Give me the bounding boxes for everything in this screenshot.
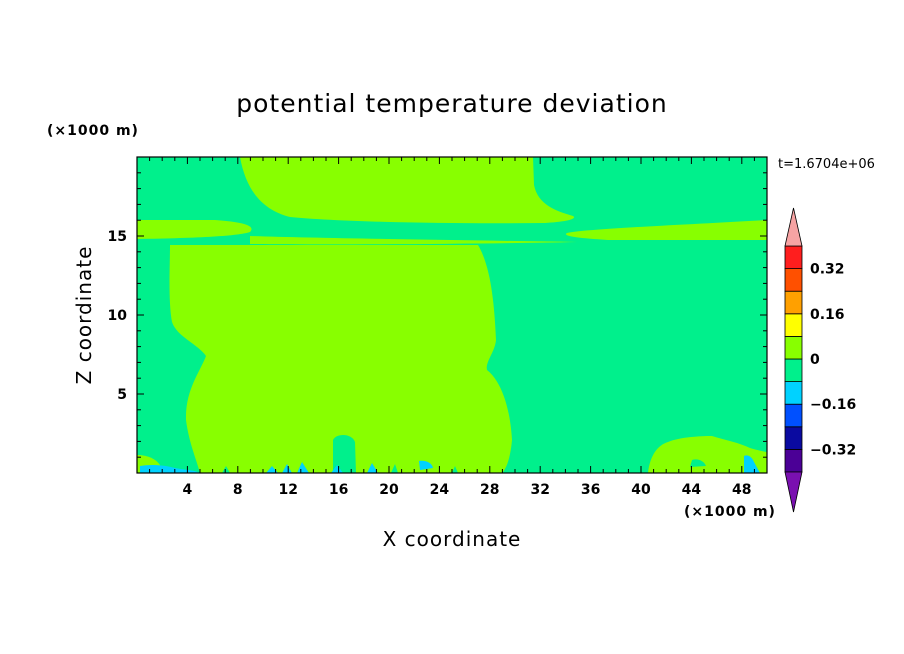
- background-speck: [690, 459, 706, 467]
- y-unit-label: (×1000 m): [47, 123, 139, 139]
- y-tick-label: 10: [108, 308, 128, 324]
- negative-patch: [282, 464, 292, 473]
- plot-area: [136, 156, 768, 474]
- contour-background-column: [333, 434, 356, 473]
- contour-positive-upper-band: [240, 157, 575, 224]
- x-tick-label: 28: [480, 482, 499, 498]
- negative-patch: [331, 465, 343, 473]
- negative-patch: [367, 463, 378, 473]
- x-tick-label: 48: [732, 482, 751, 498]
- y-tick-label: 5: [117, 387, 127, 403]
- y-tick-label: 15: [108, 229, 127, 245]
- colorbar-label: 0: [810, 352, 820, 368]
- colorbar-swatch: [784, 426, 803, 450]
- contour-positive-main-plume: [169, 245, 512, 473]
- contour-positive-band-right: [565, 220, 767, 240]
- x-tick-label: 4: [183, 482, 193, 498]
- negative-patch: [419, 460, 433, 470]
- colorbar-swatch: [784, 245, 803, 270]
- y-axis-label: Z coordinate: [72, 246, 96, 385]
- x-tick-label: 16: [329, 482, 348, 498]
- x-tick-label: 36: [581, 482, 600, 498]
- x-tick-label: 40: [631, 482, 651, 498]
- contour-positive-band-left: [137, 220, 252, 239]
- negative-patch: [744, 455, 760, 473]
- x-axis-label: X coordinate: [383, 527, 522, 551]
- colorbar: 0.32 0.16 0 −0.16 −0.32: [784, 207, 856, 513]
- time-label: t=1.6704e+06: [778, 157, 875, 172]
- contour-positive-surface-right: [648, 436, 767, 473]
- x-tick-label: 8: [233, 482, 243, 498]
- y-axis-ticks: 5 10 15: [108, 156, 767, 474]
- x-unit-label: (×1000 m): [684, 504, 776, 520]
- x-tick-label: 24: [430, 482, 450, 498]
- background-speck: [391, 464, 398, 473]
- colorbar-swatch: [784, 268, 803, 292]
- x-tick-label: 12: [278, 482, 297, 498]
- colorbar-label: 0.32: [810, 262, 845, 278]
- contour-negative-patches: [140, 455, 760, 473]
- colorbar-swatch: [784, 313, 803, 337]
- colorbar-swatch: [784, 381, 803, 405]
- background-speck: [222, 466, 230, 473]
- background-speck: [452, 466, 458, 473]
- negative-patch: [140, 464, 200, 473]
- x-tick-label: 44: [682, 482, 702, 498]
- chart-title: potential temperature deviation: [236, 89, 667, 118]
- colorbar-swatch: [784, 358, 803, 383]
- colorbar-swatch: [784, 335, 803, 360]
- x-tick-label: 20: [379, 482, 399, 498]
- contour-background-specks: [222, 459, 706, 473]
- colorbar-label: −0.16: [810, 397, 856, 413]
- colorbar-over-arrow: [784, 207, 803, 247]
- colorbar-swatch: [784, 448, 803, 473]
- negative-patch: [266, 466, 278, 473]
- colorbar-swatch: [784, 403, 803, 428]
- colorbar-under-arrow: [784, 471, 803, 513]
- colorbar-swatch: [784, 290, 803, 315]
- colorbar-label: −0.32: [810, 442, 856, 458]
- x-tick-label: 32: [530, 482, 549, 498]
- negative-patch: [297, 462, 309, 473]
- colorbar-label: 0.16: [810, 307, 845, 323]
- x-axis-ticks: 4 8 12 16 20 24 28 32 36 40 44 48: [136, 157, 768, 498]
- contour-positive-thin-band: [250, 236, 577, 245]
